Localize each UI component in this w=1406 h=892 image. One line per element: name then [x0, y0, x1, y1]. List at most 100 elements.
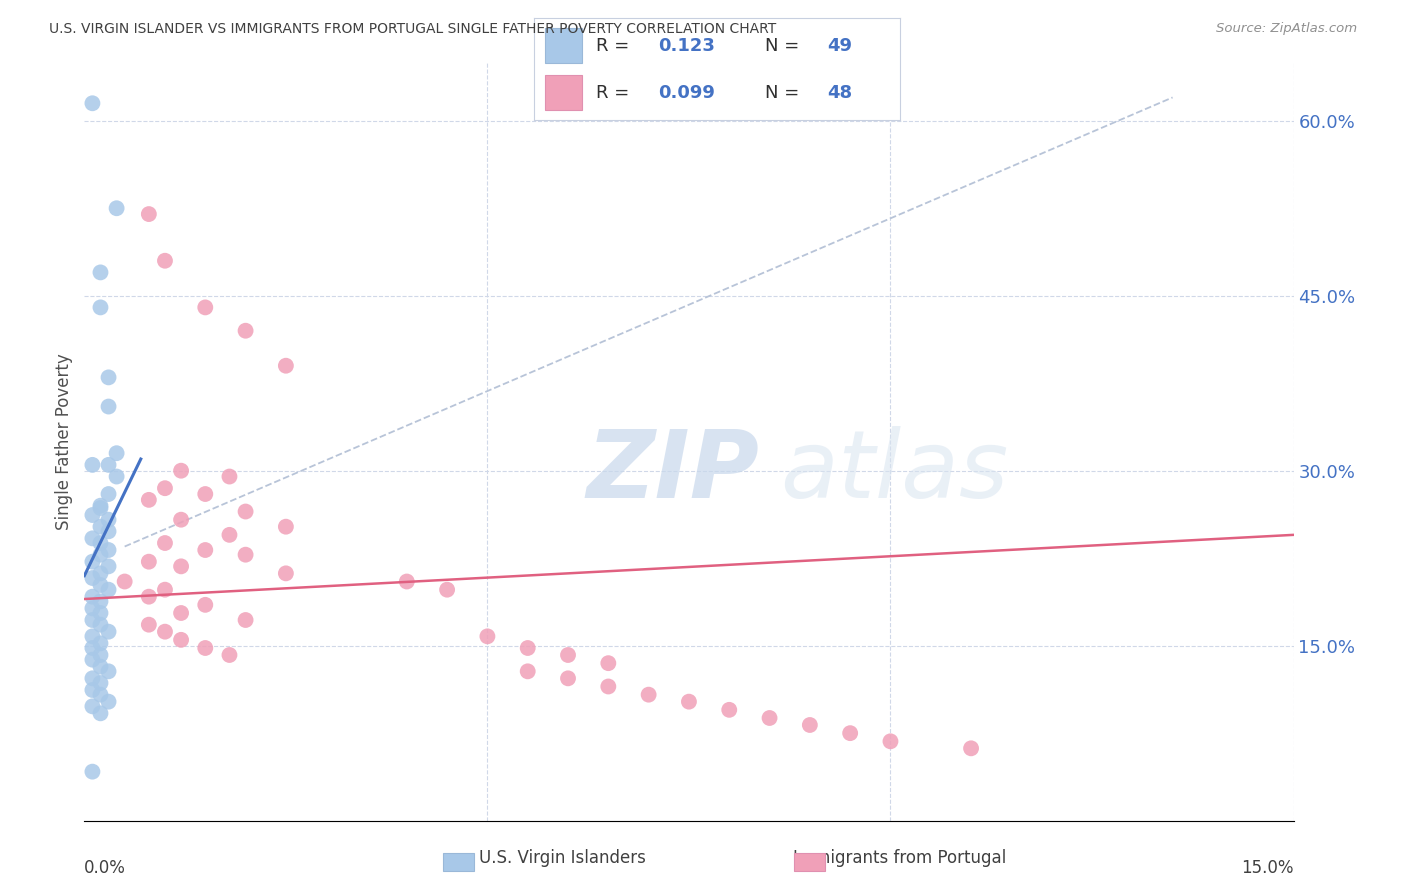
Point [82, 532, 104, 546]
Point [637, 688, 659, 702]
Point [97, 458, 120, 472]
Point [194, 598, 217, 612]
Point [218, 528, 240, 542]
Point [97, 665, 120, 679]
Point [89, 688, 111, 702]
Point [89, 648, 111, 662]
Point [89, 265, 111, 279]
Point [89, 617, 111, 632]
Point [477, 629, 499, 643]
Point [89, 566, 111, 581]
Point [557, 671, 579, 685]
Point [138, 590, 160, 604]
Point [82, 96, 104, 111]
Point [274, 566, 297, 581]
Point [89, 676, 111, 690]
Point [516, 640, 538, 655]
Point [97, 487, 120, 501]
Point [170, 632, 193, 647]
Point [799, 718, 821, 732]
Text: 15.0%: 15.0% [1241, 858, 1294, 877]
Point [395, 574, 418, 589]
Point [82, 508, 104, 522]
Point [235, 548, 257, 562]
Point [235, 504, 257, 518]
Point [170, 513, 193, 527]
Point [82, 601, 104, 615]
Point [436, 582, 458, 597]
Point [97, 400, 120, 414]
Point [82, 571, 104, 585]
Point [138, 492, 160, 507]
Point [89, 501, 111, 516]
Point [879, 734, 901, 748]
Bar [546, 75, 582, 110]
Point [97, 513, 120, 527]
Point [598, 680, 620, 694]
Point [153, 624, 176, 639]
Point [153, 253, 176, 268]
Point [89, 499, 111, 513]
Point [82, 555, 104, 569]
Point [516, 665, 538, 679]
Point [97, 559, 120, 574]
Text: R =: R = [596, 37, 636, 54]
Point [235, 613, 257, 627]
Text: N =: N = [765, 37, 804, 54]
Point [170, 559, 193, 574]
Point [839, 726, 862, 740]
Point [97, 624, 120, 639]
Point [89, 636, 111, 650]
Point [274, 519, 297, 533]
Text: 0.123: 0.123 [658, 37, 716, 54]
Text: 49: 49 [827, 37, 852, 54]
Point [138, 617, 160, 632]
Point [678, 695, 700, 709]
Point [718, 703, 741, 717]
Y-axis label: Single Father Poverty: Single Father Poverty [55, 353, 73, 530]
Point [194, 487, 217, 501]
Point [82, 671, 104, 685]
Point [89, 659, 111, 673]
Point [89, 548, 111, 562]
Text: U.S. Virgin Islanders: U.S. Virgin Islanders [479, 849, 645, 867]
Point [82, 590, 104, 604]
Point [89, 606, 111, 620]
Point [758, 711, 780, 725]
Point [153, 481, 176, 495]
Point [598, 656, 620, 670]
Point [82, 640, 104, 655]
Point [194, 640, 217, 655]
Point [89, 706, 111, 721]
Text: ZIP: ZIP [586, 425, 759, 518]
Point [114, 574, 136, 589]
Point [105, 201, 128, 215]
Point [235, 324, 257, 338]
Point [138, 207, 160, 221]
Point [82, 458, 104, 472]
Bar [546, 28, 582, 63]
Text: Source: ZipAtlas.com: Source: ZipAtlas.com [1216, 22, 1357, 36]
Point [153, 536, 176, 550]
Point [274, 359, 297, 373]
Point [97, 695, 120, 709]
Point [97, 543, 120, 558]
Point [153, 582, 176, 597]
Point [170, 606, 193, 620]
Point [218, 648, 240, 662]
Text: Immigrants from Portugal: Immigrants from Portugal [793, 849, 1007, 867]
Text: 0.099: 0.099 [658, 84, 716, 102]
Point [97, 524, 120, 539]
Point [97, 370, 120, 384]
Text: 0.0%: 0.0% [84, 858, 127, 877]
Point [82, 683, 104, 698]
Point [97, 582, 120, 597]
Text: N =: N = [765, 84, 804, 102]
Point [82, 764, 104, 779]
Point [557, 648, 579, 662]
Point [960, 741, 983, 756]
Point [194, 301, 217, 315]
Point [82, 613, 104, 627]
Text: R =: R = [596, 84, 636, 102]
Point [89, 578, 111, 592]
